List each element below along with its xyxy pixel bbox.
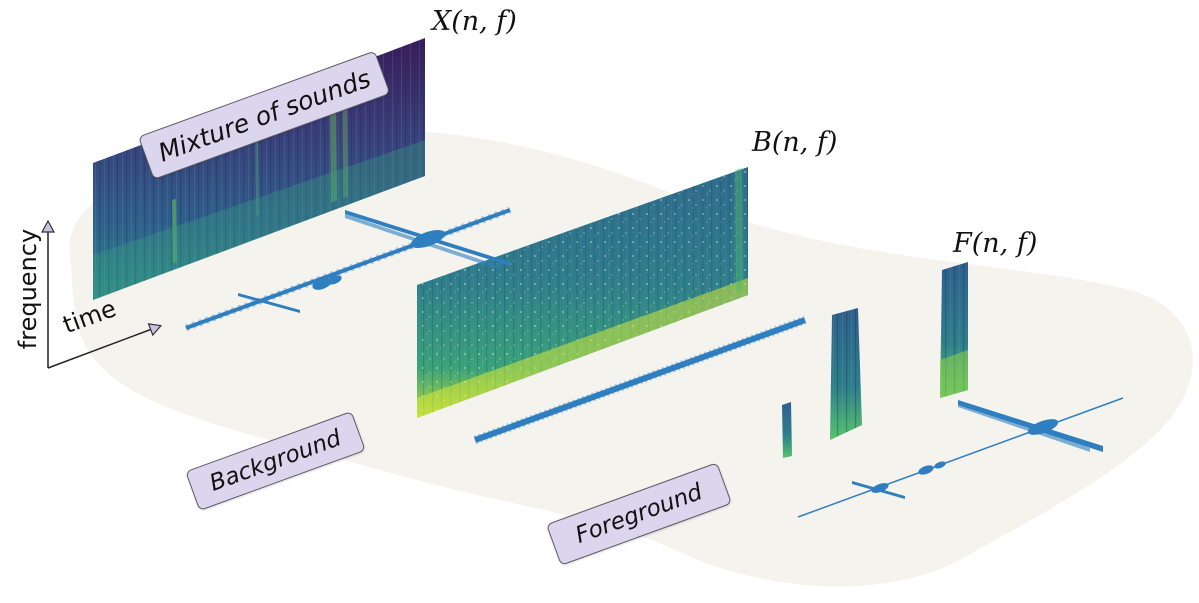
foreground-spectrogram bbox=[782, 262, 968, 458]
background-waveform bbox=[473, 315, 807, 445]
frequency-axis-label: frequency bbox=[14, 228, 42, 350]
axes bbox=[47, 222, 160, 369]
mixture-waveform bbox=[184, 206, 512, 332]
time-axis-arrow bbox=[47, 326, 160, 369]
background-math-label: B(n, f) bbox=[752, 127, 838, 158]
foreground-math-label: F(n, f) bbox=[953, 228, 1038, 259]
mixture-math-label: X(n, f) bbox=[432, 6, 517, 37]
foreground-waveform bbox=[797, 397, 1124, 518]
background-spectrogram bbox=[417, 167, 748, 418]
background-blob bbox=[69, 129, 1193, 587]
